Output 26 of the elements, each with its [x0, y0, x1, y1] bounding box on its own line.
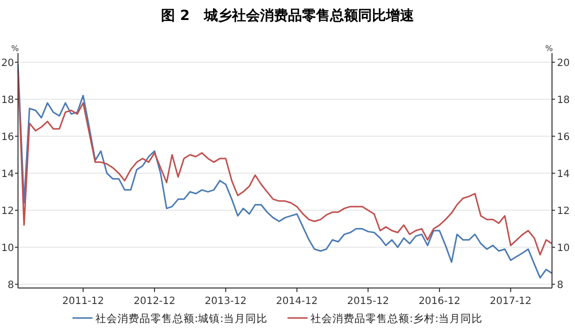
y-axis-title: %: [11, 44, 20, 53]
y2-tick-label: 14: [557, 168, 570, 180]
x-tick-label: 2016-12: [418, 296, 460, 307]
x-tick-label: 2017-12: [490, 296, 532, 307]
legend-label: 社会消费品零售总额:城镇:当月同比: [96, 312, 268, 325]
legend-label: 社会消费品零售总额:乡村:当月同比: [310, 312, 483, 325]
y-tick-label: 12: [1, 206, 14, 217]
x-tick-label: 2014-12: [276, 296, 318, 307]
y-tick-label: 10: [1, 242, 14, 254]
x-tick-label: 2015-12: [347, 296, 389, 307]
y-tick-label: 14: [1, 168, 14, 180]
x-tick-label: 2012-12: [134, 296, 176, 307]
y2-tick-label: 10: [557, 242, 570, 254]
y-tick-label: 20: [1, 58, 14, 69]
y-tick-label: 8: [8, 280, 14, 291]
y-tick-label: 16: [1, 132, 14, 143]
y2-tick-label: 8: [557, 280, 564, 291]
x-tick-label: 2013-12: [204, 296, 247, 307]
y2-axis-title: %: [545, 44, 554, 53]
y2-tick-label: 12: [557, 206, 570, 217]
chart-title: 图 2 城乡社会消费品零售总额同比增速: [161, 7, 415, 24]
x-tick-label: 2011-12: [62, 296, 104, 307]
y2-tick-label: 20: [557, 58, 570, 69]
y2-tick-label: 16: [557, 132, 570, 143]
y2-tick-label: 18: [557, 94, 570, 106]
y-tick-label: 18: [1, 94, 14, 106]
